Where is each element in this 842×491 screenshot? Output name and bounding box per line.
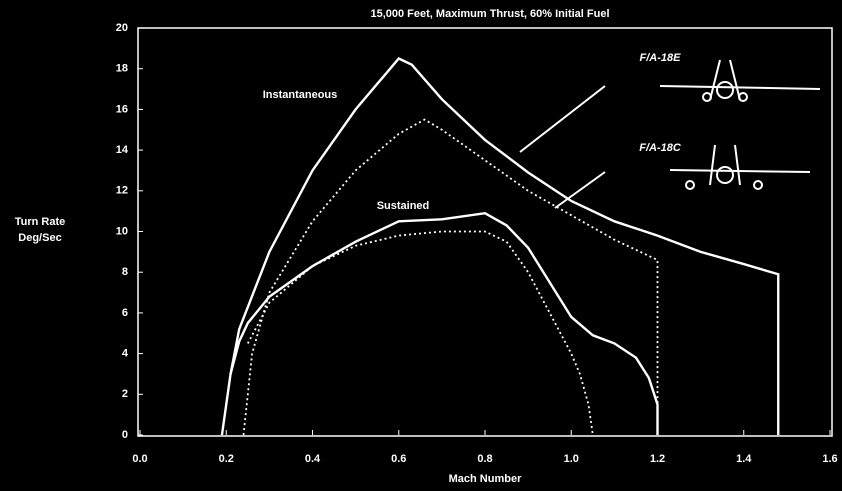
y-tick-label: 4 (122, 348, 129, 360)
y-tick-label: 14 (116, 144, 129, 156)
y-axis-label: Turn Rate (15, 216, 66, 228)
y-tick-label: 16 (116, 103, 128, 115)
x-tick-label: 0.4 (305, 453, 321, 465)
y-tick-label: 2 (122, 388, 128, 400)
y-tick-label: 8 (122, 266, 128, 278)
line-series (229, 211, 659, 435)
line-series (242, 118, 659, 436)
x-tick-label: 1.0 (564, 453, 579, 465)
y-axis-label: Deg/Sec (18, 232, 61, 244)
x-tick-label: 0.0 (132, 453, 147, 465)
line-series (220, 57, 780, 436)
annotation: Sustained (377, 200, 430, 212)
x-axis-label: Mach Number (449, 473, 522, 485)
x-tick-label: 1.4 (736, 453, 752, 465)
line-series (247, 230, 594, 436)
y-tick-label: 0 (122, 429, 128, 441)
x-tick-label: 1.2 (650, 453, 665, 465)
annotation: Instantaneous (263, 89, 338, 101)
annotation: F/A-18C (639, 142, 682, 154)
aircraft-icon (659, 59, 821, 102)
pointer-arrow (519, 85, 606, 153)
x-tick-label: 0.6 (391, 453, 406, 465)
y-tick-label: 18 (116, 63, 128, 75)
x-tick-label: 0.2 (219, 453, 234, 465)
y-tick-label: 20 (116, 22, 128, 34)
annotation: F/A-18E (640, 52, 682, 64)
y-tick-label: 12 (116, 185, 128, 197)
x-tick-label: 1.6 (822, 453, 837, 465)
y-tick-label: 10 (116, 225, 128, 237)
chart-title: 15,000 Feet, Maximum Thrust, 60% Initial… (370, 8, 609, 20)
pointer-arrow (554, 171, 606, 209)
aircraft-icon (669, 144, 811, 190)
y-tick-label: 6 (122, 307, 128, 319)
x-tick-label: 0.8 (477, 453, 492, 465)
